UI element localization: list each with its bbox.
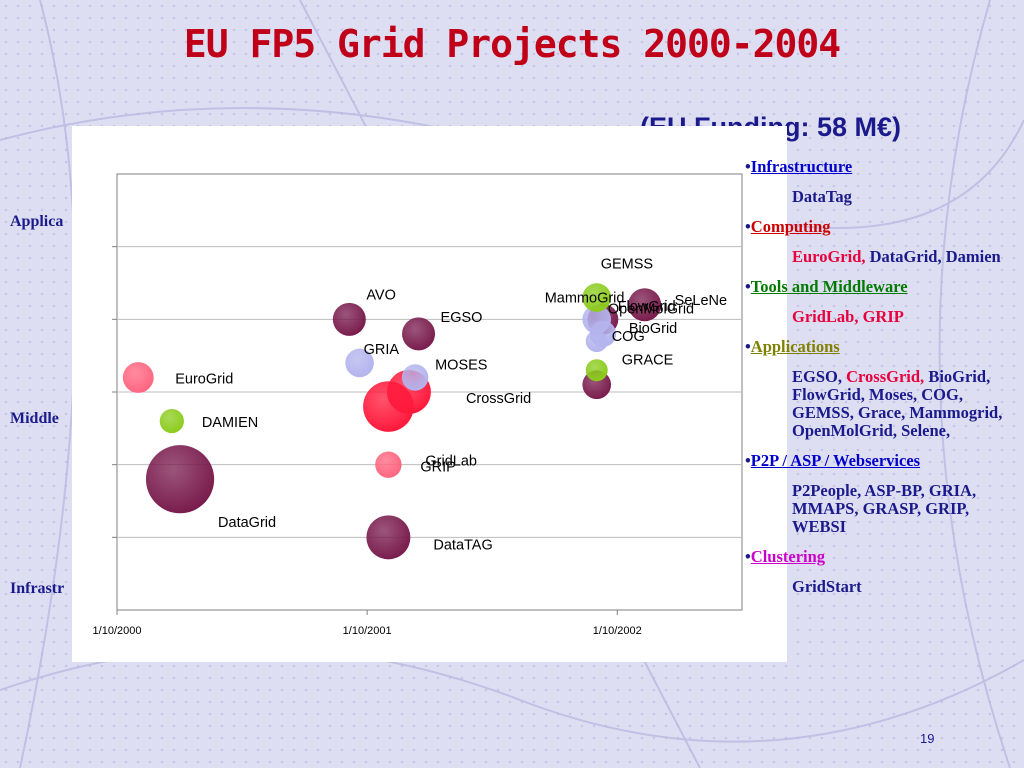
bubble-label: GridLab <box>425 454 477 470</box>
category-items: EGSO, CrossGrid, BioGrid, FlowGrid, Mose… <box>745 368 1020 440</box>
category-heading[interactable]: •Computing <box>745 218 1020 236</box>
bubble-label: COG <box>612 329 645 345</box>
category-item-text: EuroGrid, <box>792 247 866 266</box>
bubble-label: CrossGrid <box>466 391 531 407</box>
chart-panel: 1/10/2000 1/10/2001 1/10/2002 EuroGrid DAMIE… <box>72 126 787 662</box>
bubble-label: SeLeNe <box>675 293 727 309</box>
bubble-gemss <box>582 283 612 312</box>
bullet: • <box>745 157 751 176</box>
bubble-label: EuroGrid <box>175 371 233 387</box>
bubble-moses <box>401 364 429 391</box>
x-tick-label: 1/10/2000 <box>93 625 142 637</box>
side-label-infrastructure: Infrastr <box>10 580 65 597</box>
category-heading-link[interactable]: Computing <box>750 217 831 236</box>
bubble-cog <box>585 359 608 382</box>
category-heading[interactable]: •Infrastructure <box>745 158 1020 176</box>
category-heading[interactable]: •Tools and Middleware <box>745 278 1020 296</box>
category-heading-link[interactable]: Applications <box>750 337 840 356</box>
bubble-label: DataGrid <box>218 515 276 531</box>
category-items: GridLab, GRIP <box>745 308 1020 326</box>
bullet: • <box>745 277 751 296</box>
category-items: EuroGrid, DataGrid, Damien <box>745 248 1020 266</box>
category-item-text: DataGrid, Damien <box>865 247 1001 266</box>
category-item-text: EGSO, <box>792 367 847 386</box>
bubble-gria <box>345 348 374 378</box>
bubble-eurogrid <box>122 362 154 393</box>
category-5: •Clustering GridStart <box>745 548 1020 596</box>
bubble-chart: 1/10/2000 1/10/2001 1/10/2002 EuroGrid DAMIE… <box>93 173 743 637</box>
bubble-damien <box>159 408 184 434</box>
category-heading[interactable]: •P2P / ASP / Webservices <box>745 452 1020 470</box>
bubble-label: OpenMolGrid <box>608 301 694 317</box>
category-1: •Computing EuroGrid, DataGrid, Damien <box>745 218 1020 266</box>
category-item-text: BioGrid, FlowGrid, Moses, COG, GEMSS, Gr… <box>792 367 1003 440</box>
category-list: •Infrastructure DataTag •Computing EuroGrid… <box>745 158 1020 608</box>
category-heading[interactable]: •Applications <box>745 338 1020 356</box>
bubble-label: MOSES <box>435 357 487 373</box>
bubble-label: BioGrid <box>629 321 677 337</box>
side-label-applications: Applica <box>10 213 64 230</box>
bubble-grip <box>375 451 402 478</box>
category-items: DataTag <box>745 188 1020 206</box>
bullet: • <box>745 547 751 566</box>
category-item-text: P2People, ASP-BP, GRIA, MMAPS, GRASP, GR… <box>792 481 977 536</box>
bubble-flowgrid <box>585 330 608 353</box>
category-items: P2People, ASP-BP, GRIA, MMAPS, GRASP, GR… <box>745 482 1020 536</box>
page-number: 19 <box>920 731 935 746</box>
bubble-label: EGSO <box>441 310 483 326</box>
category-4: •P2P / ASP / Webservices P2People, ASP-BP… <box>745 452 1020 536</box>
x-tick-label: 1/10/2001 <box>343 625 392 637</box>
bubble-avo <box>332 302 366 336</box>
bubble-label: GRACE <box>622 353 674 369</box>
bubble-label: DAMIEN <box>202 415 258 431</box>
bubble-label: GEMSS <box>601 257 653 273</box>
category-item-text: DataTag <box>792 187 852 206</box>
bubble-label: MammoGrid <box>545 290 625 306</box>
bullet: • <box>745 337 751 356</box>
bubble-label: FlowGrid <box>618 299 676 315</box>
category-heading-link[interactable]: P2P / ASP / Webservices <box>750 451 921 470</box>
category-heading-link[interactable]: Infrastructure <box>750 157 853 176</box>
bubble-selene <box>628 288 662 322</box>
slide-title: EU FP5 Grid Projects 2000-2004 <box>183 22 841 66</box>
category-heading-link[interactable]: Clustering <box>750 547 826 566</box>
bubble-label: DataTAG <box>433 537 492 553</box>
bubble-datatag <box>366 515 411 560</box>
category-item-text: CrossGrid, <box>846 367 925 386</box>
category-2: •Tools and Middleware GridLab, GRIP <box>745 278 1020 326</box>
category-items: GridStart <box>745 578 1020 596</box>
category-heading[interactable]: •Clustering <box>745 548 1020 566</box>
bubble-label: AVO <box>366 287 396 303</box>
bullet: • <box>745 217 751 236</box>
category-heading-link[interactable]: Tools and Middleware <box>750 277 908 296</box>
side-label-middleware: Middle <box>10 410 59 427</box>
bubble-label: GRIP <box>420 460 455 476</box>
bubble-label: GRIA <box>364 342 400 358</box>
x-tick-label: 1/10/2002 <box>593 625 642 637</box>
category-0: •Infrastructure DataTag <box>745 158 1020 206</box>
bullet: • <box>745 451 751 470</box>
category-3: •Applications EGSO, CrossGrid, BioGrid, F… <box>745 338 1020 440</box>
bubble-datagrid <box>145 445 215 514</box>
bubble-egso <box>402 317 436 351</box>
category-item-text: GridLab, GRIP <box>792 307 904 326</box>
category-item-text: GridStart <box>792 577 862 596</box>
